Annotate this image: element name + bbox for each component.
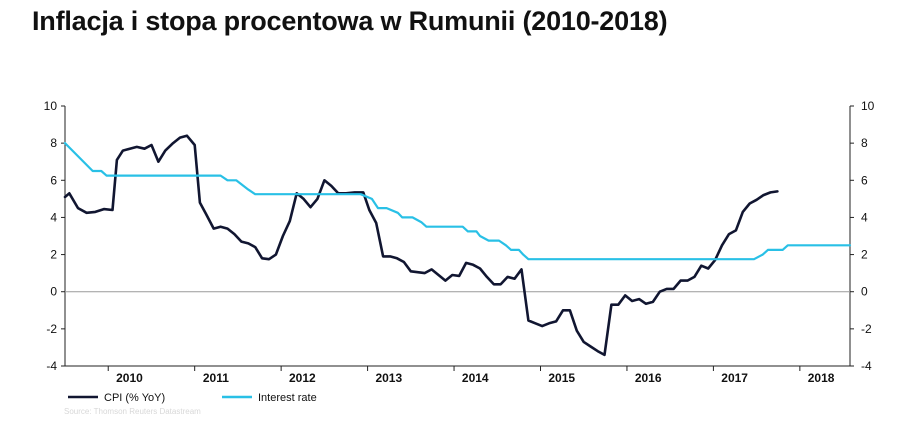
x-tick-label: 2011 bbox=[203, 371, 229, 385]
chart-axes bbox=[64, 106, 851, 367]
y-tick-label-left: 0 bbox=[50, 285, 57, 299]
y-axis-left: -4 -2 0 2 4 6 8 10 bbox=[44, 99, 65, 373]
x-axis: 2010 2011 2012 2013 2014 2015 2016 2017 2018 bbox=[107, 366, 835, 385]
y-tick-label-right: 2 bbox=[861, 248, 868, 262]
x-tick-label: 2015 bbox=[548, 371, 575, 385]
x-tick-label: 2017 bbox=[721, 371, 748, 385]
x-tick-label: 2016 bbox=[635, 371, 662, 385]
x-tick-label: 2010 bbox=[116, 371, 143, 385]
y-tick-label-right: -2 bbox=[861, 322, 872, 336]
y-tick-label-left: 6 bbox=[50, 173, 57, 187]
y-axis-right: -4 -2 0 2 4 6 8 10 bbox=[850, 99, 875, 373]
x-tick-label: 2014 bbox=[462, 371, 489, 385]
y-tick-label-left: 4 bbox=[50, 210, 57, 224]
interest-rate-line bbox=[63, 142, 852, 261]
y-tick-label-right: -4 bbox=[861, 359, 872, 373]
source-note: Source: Thomson Reuters Datastream bbox=[64, 407, 201, 416]
y-tick-label-right: 10 bbox=[861, 99, 875, 113]
y-tick-label-right: 6 bbox=[861, 173, 868, 187]
y-tick-label-left: 10 bbox=[44, 99, 58, 113]
cpi-line bbox=[63, 134, 779, 357]
y-tick-label-right: 0 bbox=[861, 285, 868, 299]
y-tick-label-left: -2 bbox=[46, 322, 57, 336]
y-tick-label-right: 4 bbox=[861, 210, 868, 224]
y-tick-label-left: 2 bbox=[50, 248, 57, 262]
x-tick-label: 2018 bbox=[808, 371, 835, 385]
legend-label: CPI (% YoY) bbox=[104, 392, 165, 404]
y-tick-label-left: 8 bbox=[50, 136, 57, 150]
chart-title: Inflacja i stopa procentowa w Rumunii (2… bbox=[32, 6, 668, 36]
x-tick-label: 2012 bbox=[289, 371, 316, 385]
series-lines bbox=[63, 134, 852, 357]
legend-label: Interest rate bbox=[258, 392, 317, 404]
y-tick-label-left: -4 bbox=[46, 359, 57, 373]
legend: CPI (% YoY) Interest rate bbox=[68, 392, 317, 404]
x-tick-label: 2013 bbox=[375, 371, 402, 385]
y-tick-label-right: 8 bbox=[861, 136, 868, 150]
